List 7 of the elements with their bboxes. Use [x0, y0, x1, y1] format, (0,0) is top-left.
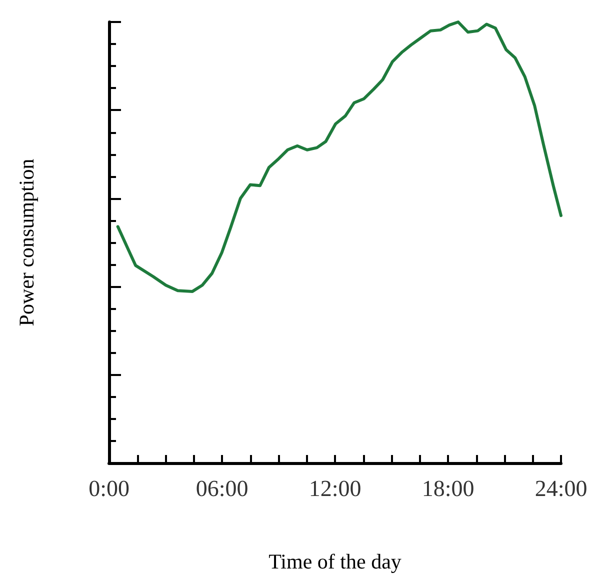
x-axis-title: Time of the day: [268, 550, 402, 574]
y-axis-title: Power consumption: [14, 158, 38, 326]
x-tick-label: 24:00: [534, 476, 588, 501]
x-tick-label: 0:00: [88, 476, 130, 501]
x-tick-label: 12:00: [308, 476, 362, 501]
x-tick-label: 18:00: [422, 476, 474, 501]
x-tick-label: 06:00: [196, 476, 248, 501]
